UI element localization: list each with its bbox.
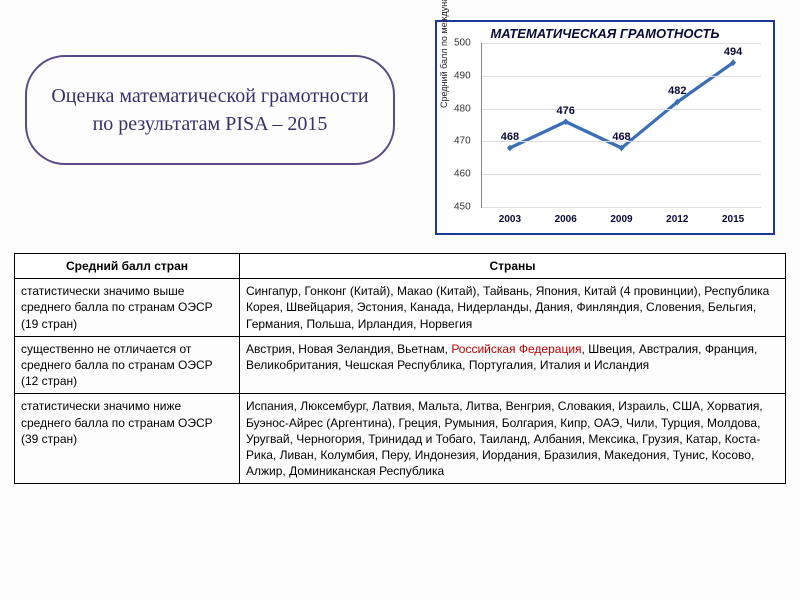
table-cell-score: статистически значимо ниже среднего балл… [15, 394, 240, 484]
x-tick: 2012 [666, 214, 688, 225]
data-label: 468 [501, 131, 519, 143]
table-cell-countries: Сингапур, Гонконг (Китай), Макао (Китай)… [240, 279, 786, 337]
table-cell-countries: Испания, Люксембург, Латвия, Мальта, Лит… [240, 394, 786, 484]
table-cell-score: статистически значимо выше среднего балл… [15, 279, 240, 337]
y-tick: 470 [454, 136, 471, 147]
table-row: статистически значимо ниже среднего балл… [15, 394, 786, 484]
page-title: Оценка математической грамотности по рез… [47, 82, 373, 138]
title-box: Оценка математической грамотности по рез… [25, 55, 395, 165]
table-row: статистически значимо выше среднего балл… [15, 279, 786, 337]
table-header-countries: Страны [240, 254, 786, 279]
data-label: 476 [557, 105, 575, 117]
chart-line [482, 43, 761, 207]
chart-plot-area: 4504604704804905004682003476200646820094… [481, 43, 761, 208]
x-tick: 2009 [610, 214, 632, 225]
chart-title: МАТЕМАТИЧЕСКАЯ ГРАМОТНОСТЬ [441, 26, 769, 41]
data-label: 494 [724, 46, 742, 58]
table-cell-score: существенно не отличается от среднего ба… [15, 336, 240, 394]
x-tick: 2006 [555, 214, 577, 225]
highlighted-country: Российская Федерация [451, 342, 581, 356]
data-label: 482 [668, 85, 686, 97]
countries-table: Средний балл стран Страны статистически … [14, 253, 786, 484]
x-tick: 2015 [722, 214, 744, 225]
table-row: существенно не отличается от среднего ба… [15, 336, 786, 394]
y-tick: 490 [454, 70, 471, 81]
table-header-score: Средний балл стран [15, 254, 240, 279]
y-tick: 450 [454, 202, 471, 213]
table-cell-countries: Австрия, Новая Зеландия, Вьетнам, Россий… [240, 336, 786, 394]
x-tick: 2003 [499, 214, 521, 225]
y-axis-label: Средний балл по международной шкале [439, 0, 449, 108]
math-literacy-chart: МАТЕМАТИЧЕСКАЯ ГРАМОТНОСТЬ Средний балл … [435, 20, 775, 235]
y-tick: 480 [454, 103, 471, 114]
y-tick: 460 [454, 169, 471, 180]
data-label: 468 [612, 131, 630, 143]
y-tick: 500 [454, 38, 471, 49]
